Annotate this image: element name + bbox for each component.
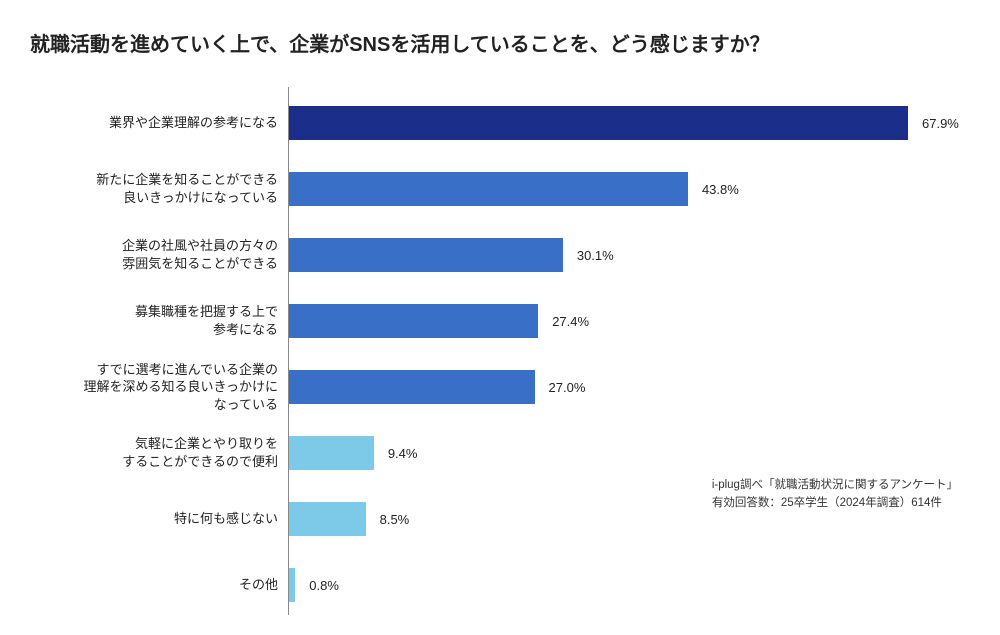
bar-value: 27.0%	[549, 380, 586, 395]
bar-area: 27.4%	[288, 304, 970, 338]
footnote-line-2: 有効回答数：25卒学生（2024年調査）614件	[712, 495, 958, 513]
chart-row: 業界や企業理解の参考になる 67.9%	[30, 97, 970, 149]
bar	[288, 436, 374, 470]
bar-value: 67.9%	[922, 116, 959, 131]
bar-value: 27.4%	[552, 314, 589, 329]
bar	[288, 172, 688, 206]
bar-value: 30.1%	[577, 248, 614, 263]
bar-value: 9.4%	[388, 446, 418, 461]
bar-label: 募集職種を把握する上で 参考になる	[30, 303, 288, 338]
bar-label: すでに選考に進んでいる企業の 理解を深める知る良いきっかけに なっている	[30, 361, 288, 414]
bar-area: 0.8%	[288, 568, 970, 602]
bar-area: 27.0%	[288, 370, 970, 404]
chart-row: 企業の社風や社員の方々の 雰囲気を知ることができる 30.1%	[30, 229, 970, 281]
chart-title: 就職活動を進めていく上で、企業がSNSを活用していることを、どう感じますか？	[30, 28, 970, 57]
bar-label: 業界や企業理解の参考になる	[30, 114, 288, 132]
footnote-line-1: i-plug調べ「就職活動状況に関するアンケート」	[712, 477, 958, 495]
chart-row: 気軽に企業とやり取りを することができるので便利 9.4%	[30, 427, 970, 479]
bar-label: 気軽に企業とやり取りを することができるので便利	[30, 435, 288, 470]
bar-value: 0.8%	[309, 578, 339, 593]
bar-area: 67.9%	[288, 106, 970, 140]
bar-chart: 業界や企業理解の参考になる 67.9% 新たに企業を知ることができる 良いきっかけに…	[30, 97, 970, 611]
bar-label: 企業の社風や社員の方々の 雰囲気を知ることができる	[30, 237, 288, 272]
bar	[288, 304, 538, 338]
bar-area: 43.8%	[288, 172, 970, 206]
axis-line	[288, 87, 289, 615]
bar	[288, 568, 295, 602]
bar-label: その他	[30, 576, 288, 594]
bar-value: 8.5%	[380, 512, 410, 527]
chart-row: その他 0.8%	[30, 559, 970, 611]
chart-row: 新たに企業を知ることができる 良いきっかけになっている 43.8%	[30, 163, 970, 215]
chart-row: すでに選考に進んでいる企業の 理解を深める知る良いきっかけに なっている 27.0…	[30, 361, 970, 413]
chart-row: 募集職種を把握する上で 参考になる 27.4%	[30, 295, 970, 347]
bar	[288, 370, 535, 404]
bar	[288, 238, 563, 272]
bar-area: 9.4%	[288, 436, 970, 470]
bar-label: 新たに企業を知ることができる 良いきっかけになっている	[30, 171, 288, 206]
bar	[288, 502, 366, 536]
bar-area: 30.1%	[288, 238, 970, 272]
bar-value: 43.8%	[702, 182, 739, 197]
bar-label: 特に何も感じない	[30, 510, 288, 528]
bar	[288, 106, 908, 140]
chart-footnote: i-plug調べ「就職活動状況に関するアンケート」 有効回答数：25卒学生（20…	[712, 477, 958, 513]
